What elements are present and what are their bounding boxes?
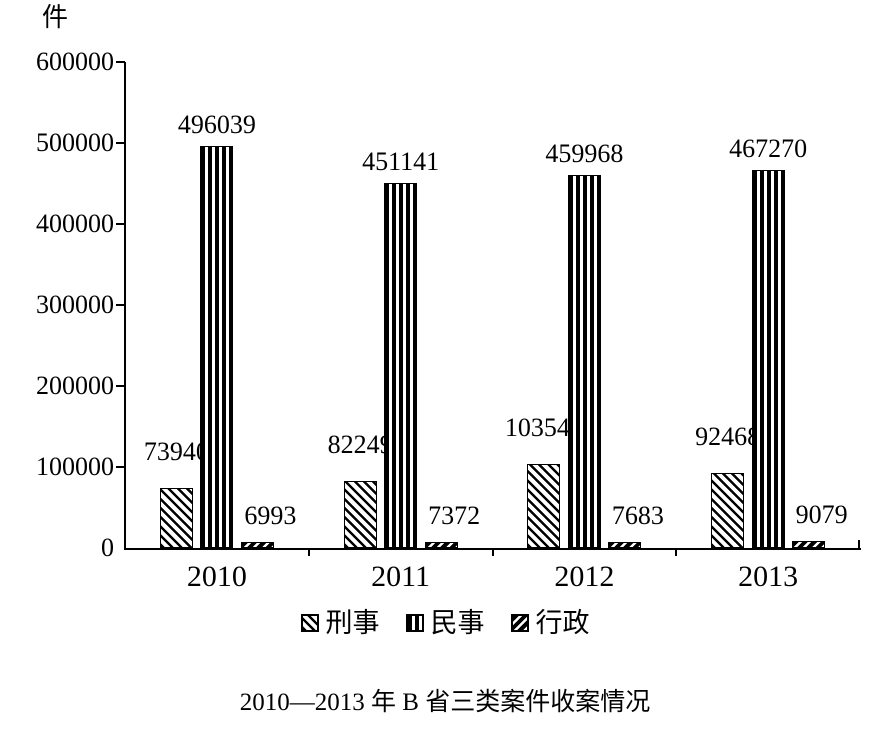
chart-title: 2010—2013 年 B 省三类案件收案情况 bbox=[239, 689, 651, 716]
legend-label: 行政 bbox=[535, 608, 590, 638]
legend-swatch-diagonal-down-icon bbox=[300, 614, 319, 632]
bar bbox=[751, 169, 785, 548]
bar-value-label: 451141 bbox=[362, 146, 440, 176]
legend-item: 行政 bbox=[510, 608, 590, 638]
y-axis-tick bbox=[116, 142, 125, 144]
bar-value-label: 467270 bbox=[729, 133, 808, 163]
y-axis-tick bbox=[116, 223, 125, 225]
bar-value-label: 7683 bbox=[611, 500, 664, 530]
bar bbox=[792, 540, 826, 548]
bar-value-label: 459968 bbox=[545, 139, 624, 169]
bar-value-label: 7372 bbox=[428, 501, 481, 531]
bar-value-label: 73940 bbox=[143, 437, 209, 467]
bar bbox=[567, 175, 601, 548]
x-axis-category-label: 2013 bbox=[738, 560, 799, 593]
y-axis-tick-label: 300000 bbox=[36, 290, 114, 319]
bar bbox=[527, 464, 561, 548]
bar bbox=[159, 488, 193, 548]
x-axis-tick bbox=[491, 548, 494, 556]
legend-swatch-vertical-icon bbox=[405, 614, 424, 632]
bar-value-label: 82249 bbox=[327, 430, 393, 460]
bar-value-label: 6993 bbox=[244, 501, 297, 531]
y-axis-unit-label: 件 bbox=[42, 3, 69, 32]
x-axis-tick bbox=[307, 548, 310, 556]
y-axis-tick-label: 500000 bbox=[36, 128, 114, 157]
bar bbox=[608, 541, 642, 548]
bar-value-label: 9079 bbox=[795, 499, 848, 529]
x-axis-category-label: 2011 bbox=[371, 560, 431, 593]
y-axis-tick-label: 100000 bbox=[36, 452, 114, 481]
x-axis-tick bbox=[675, 548, 678, 556]
y-axis-tick-label: 400000 bbox=[36, 209, 114, 238]
y-axis-tick-label: 0 bbox=[101, 533, 114, 562]
bar bbox=[343, 481, 377, 548]
bar bbox=[384, 182, 418, 548]
legend-item: 民事 bbox=[405, 608, 485, 638]
y-axis-tick bbox=[116, 304, 125, 306]
y-axis-tick bbox=[116, 466, 125, 468]
y-axis-line bbox=[124, 62, 126, 550]
legend-item: 刑事 bbox=[300, 608, 380, 638]
legend-label: 刑事 bbox=[325, 608, 380, 638]
x-axis-category-label: 2012 bbox=[554, 560, 615, 593]
x-axis-category-label: 2010 bbox=[186, 560, 247, 593]
x-axis-end-tick bbox=[858, 540, 860, 548]
bar-value-label: 496039 bbox=[177, 110, 256, 140]
y-axis-tick bbox=[116, 61, 125, 63]
bar-value-label: 92468 bbox=[695, 422, 761, 452]
legend-label: 民事 bbox=[430, 608, 485, 638]
bar bbox=[200, 146, 234, 548]
chart-legend: 刑事 民事 行政 bbox=[0, 608, 890, 638]
y-axis-tick-label: 200000 bbox=[36, 371, 114, 400]
bar bbox=[711, 473, 745, 548]
y-axis-tick bbox=[116, 385, 125, 387]
bar bbox=[240, 542, 274, 548]
legend-swatch-diagonal-up-icon bbox=[510, 614, 529, 632]
bar bbox=[424, 542, 458, 548]
y-axis-tick-label: 600000 bbox=[36, 47, 114, 76]
